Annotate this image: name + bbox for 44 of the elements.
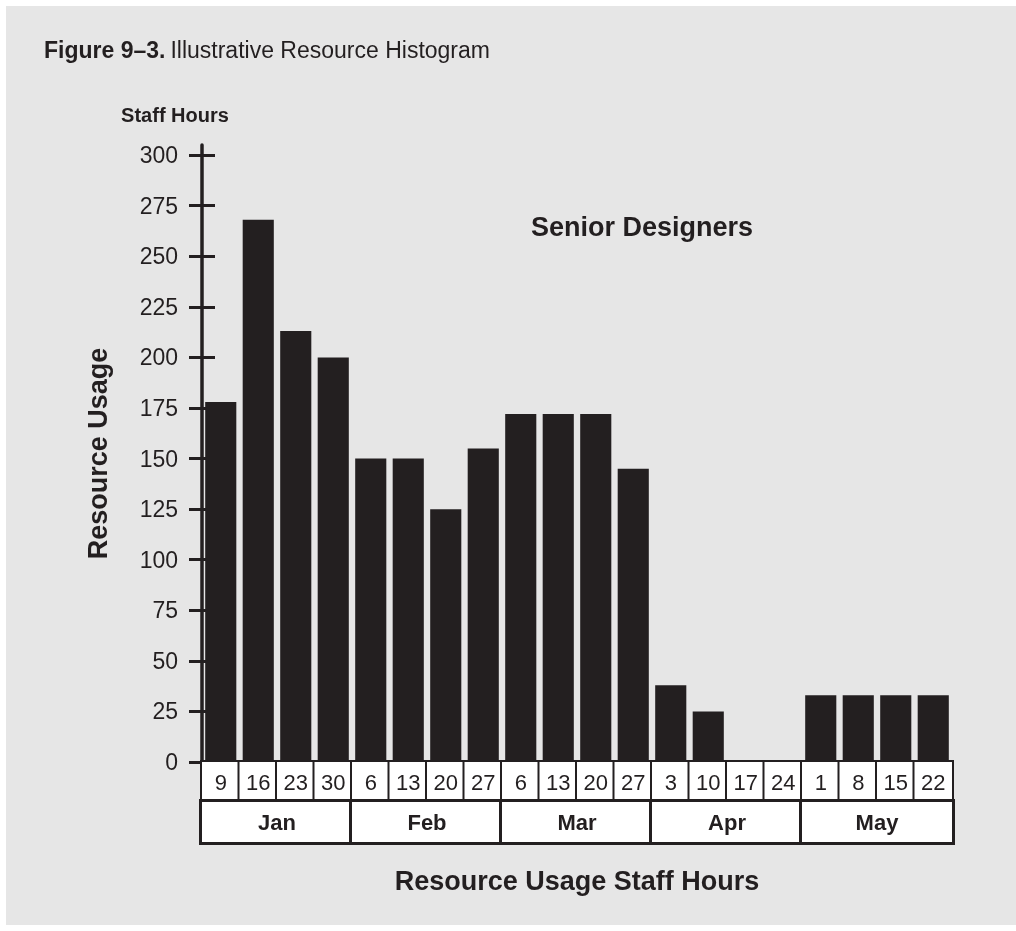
- x-tick-label: 22: [921, 769, 946, 795]
- y-tick-label: 175: [139, 394, 178, 421]
- x-tick-label: 15: [883, 769, 908, 795]
- chart-title: Figure 9–3.: [44, 36, 166, 63]
- y-tick-label: 275: [139, 192, 178, 219]
- x-axis-title: Resource Usage Staff Hours: [394, 865, 760, 896]
- y-tick-label: 0: [165, 749, 178, 775]
- x-tick-label: 9: [214, 769, 227, 795]
- y-tick-label: 300: [139, 142, 178, 169]
- x-tick-label: 27: [471, 769, 496, 795]
- x-tick-label: 6: [514, 769, 527, 795]
- x-tick-label: 24: [771, 769, 796, 795]
- y-tick-label: 150: [139, 445, 178, 472]
- x-tick-label: 23: [283, 769, 308, 795]
- x-tick-label: 10: [696, 769, 721, 795]
- text: Feb: [407, 809, 447, 835]
- x-tick-label: 17: [733, 769, 758, 795]
- x-tick-label: 13: [546, 769, 571, 795]
- x-tick-label: 20: [433, 769, 458, 795]
- x-tick-label: 6: [364, 769, 377, 795]
- x-tick-label: 27: [621, 769, 646, 795]
- x-tick-label: 16: [246, 769, 271, 795]
- x-tick-label: 1: [814, 769, 827, 795]
- text: Staff Hours: [121, 104, 229, 126]
- chart-subtitle: Illustrative Resource Histogram: [170, 36, 490, 63]
- text: Apr: [708, 809, 747, 835]
- x-tick-label: 8: [852, 769, 865, 795]
- y-tick-label: 250: [139, 243, 178, 270]
- y-tick-label: 125: [139, 496, 178, 523]
- text: Jan: [258, 809, 296, 835]
- y-tick-label: 75: [152, 597, 178, 624]
- y-tick-label: 100: [139, 546, 178, 573]
- x-tick-label: 30: [321, 769, 346, 795]
- x-tick-label: 13: [396, 769, 421, 795]
- y-axis-title: Resource Usage: [83, 347, 113, 560]
- y-tick-label: 200: [139, 344, 178, 371]
- y-tick-label: 225: [139, 293, 178, 320]
- text: May: [855, 809, 900, 835]
- y-tick-label: 25: [152, 698, 178, 725]
- x-tick-label: 20: [583, 769, 608, 795]
- annotation: Senior Designers: [530, 212, 754, 242]
- text: Mar: [557, 809, 597, 835]
- y-tick-label: 50: [152, 647, 178, 674]
- x-tick-label: 3: [664, 769, 677, 795]
